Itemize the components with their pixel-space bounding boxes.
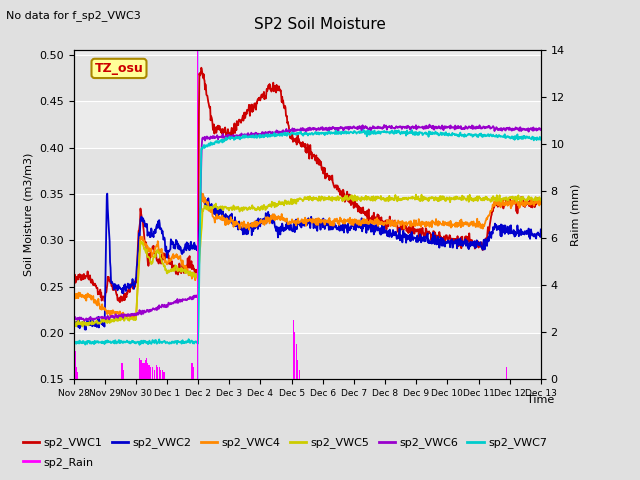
- Bar: [139, 358, 140, 379]
- Bar: [154, 370, 156, 379]
- Bar: [193, 368, 194, 379]
- Bar: [157, 368, 158, 379]
- Bar: [150, 368, 152, 379]
- Text: Time: Time: [527, 395, 554, 405]
- Bar: [299, 370, 300, 379]
- Bar: [141, 360, 142, 379]
- Bar: [159, 368, 160, 379]
- Bar: [156, 365, 157, 379]
- Bar: [74, 351, 76, 379]
- Y-axis label: Soil Moisture (m3/m3): Soil Moisture (m3/m3): [24, 153, 33, 276]
- Bar: [163, 372, 164, 379]
- Text: SP2 Soil Moisture: SP2 Soil Moisture: [254, 17, 386, 32]
- Bar: [146, 358, 147, 379]
- Bar: [296, 344, 297, 379]
- Bar: [123, 370, 124, 379]
- Y-axis label: Raim (mm): Raim (mm): [570, 184, 580, 246]
- Bar: [506, 368, 507, 379]
- Text: No data for f_sp2_VWC3: No data for f_sp2_VWC3: [6, 11, 141, 22]
- Bar: [76, 368, 77, 379]
- Bar: [297, 360, 298, 379]
- Bar: [191, 363, 193, 379]
- Bar: [143, 363, 144, 379]
- Bar: [140, 360, 141, 379]
- Bar: [292, 321, 294, 379]
- Bar: [142, 363, 143, 379]
- Bar: [294, 332, 296, 379]
- Bar: [144, 363, 145, 379]
- Bar: [197, 50, 198, 379]
- Bar: [160, 370, 161, 379]
- Bar: [148, 365, 150, 379]
- Legend: sp2_VWC1, sp2_VWC2, sp2_VWC4, sp2_VWC5, sp2_VWC6, sp2_VWC7: sp2_VWC1, sp2_VWC2, sp2_VWC4, sp2_VWC5, …: [19, 433, 552, 453]
- Bar: [152, 368, 154, 379]
- Bar: [77, 372, 78, 379]
- Bar: [162, 370, 163, 379]
- Bar: [74, 333, 541, 379]
- Bar: [121, 363, 122, 379]
- Bar: [147, 363, 148, 379]
- Bar: [74, 55, 541, 101]
- Text: TZ_osu: TZ_osu: [95, 62, 143, 75]
- Bar: [74, 240, 541, 287]
- Legend: sp2_Rain: sp2_Rain: [19, 452, 99, 472]
- Bar: [145, 360, 146, 379]
- Bar: [74, 148, 541, 194]
